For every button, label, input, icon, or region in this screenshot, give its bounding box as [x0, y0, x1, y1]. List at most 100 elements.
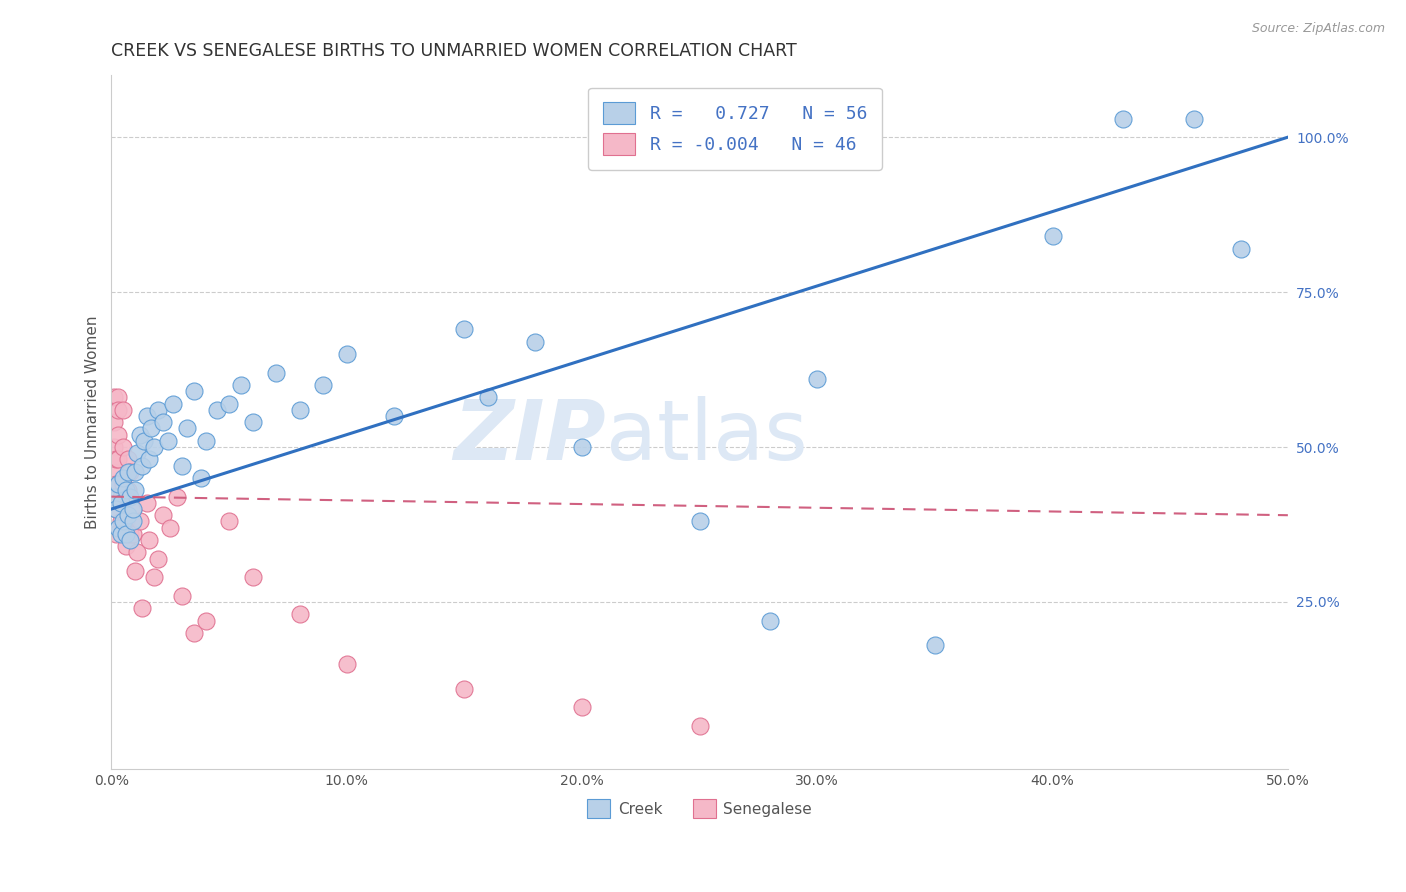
Point	[218, 397, 240, 411]
Point	[124, 483, 146, 498]
Point	[159, 520, 181, 534]
Point	[124, 564, 146, 578]
Legend: Creek, Senegalese: Creek, Senegalese	[581, 793, 818, 824]
Point	[138, 533, 160, 547]
Point	[107, 391, 129, 405]
Point	[759, 614, 782, 628]
Point	[120, 533, 142, 547]
Point	[924, 638, 946, 652]
Point	[229, 378, 252, 392]
Point	[141, 421, 163, 435]
Point	[288, 607, 311, 622]
Point	[194, 614, 217, 628]
Point	[117, 508, 139, 523]
Point	[103, 440, 125, 454]
Point	[103, 490, 125, 504]
Point	[135, 496, 157, 510]
Point	[453, 322, 475, 336]
Point	[152, 415, 174, 429]
Point	[138, 452, 160, 467]
Point	[162, 397, 184, 411]
Point	[523, 334, 546, 349]
Point	[336, 347, 359, 361]
Text: ZIP: ZIP	[453, 396, 606, 476]
Point	[121, 502, 143, 516]
Point	[571, 440, 593, 454]
Point	[183, 384, 205, 399]
Point	[114, 483, 136, 498]
Point	[117, 483, 139, 498]
Point	[128, 427, 150, 442]
Point	[114, 526, 136, 541]
Point	[242, 570, 264, 584]
Point	[176, 421, 198, 435]
Point	[142, 570, 165, 584]
Point	[288, 402, 311, 417]
Point	[112, 477, 135, 491]
Point	[117, 465, 139, 479]
Point	[242, 415, 264, 429]
Point	[103, 415, 125, 429]
Point	[382, 409, 405, 423]
Point	[148, 402, 170, 417]
Point	[135, 409, 157, 423]
Point	[105, 452, 128, 467]
Point	[142, 440, 165, 454]
Point	[218, 515, 240, 529]
Point	[105, 502, 128, 516]
Point	[117, 452, 139, 467]
Point	[107, 402, 129, 417]
Point	[336, 657, 359, 671]
Point	[124, 465, 146, 479]
Y-axis label: Births to Unmarried Women: Births to Unmarried Women	[86, 316, 100, 529]
Point	[131, 458, 153, 473]
Point	[1042, 229, 1064, 244]
Point	[112, 402, 135, 417]
Point	[103, 465, 125, 479]
Point	[190, 471, 212, 485]
Point	[112, 440, 135, 454]
Point	[571, 700, 593, 714]
Point	[114, 539, 136, 553]
Text: CREEK VS SENEGALESE BIRTHS TO UNMARRIED WOMEN CORRELATION CHART: CREEK VS SENEGALESE BIRTHS TO UNMARRIED …	[111, 42, 797, 60]
Point	[114, 515, 136, 529]
Point	[121, 515, 143, 529]
Point	[806, 372, 828, 386]
Point	[1182, 112, 1205, 126]
Point	[127, 446, 149, 460]
Point	[453, 681, 475, 696]
Point	[120, 490, 142, 504]
Point	[121, 502, 143, 516]
Point	[128, 515, 150, 529]
Point	[183, 626, 205, 640]
Point	[120, 465, 142, 479]
Point	[207, 402, 229, 417]
Point	[105, 477, 128, 491]
Point	[121, 526, 143, 541]
Point	[107, 520, 129, 534]
Point	[110, 515, 132, 529]
Point	[103, 391, 125, 405]
Point	[107, 427, 129, 442]
Point	[112, 515, 135, 529]
Point	[148, 551, 170, 566]
Point	[170, 589, 193, 603]
Point	[105, 526, 128, 541]
Text: atlas: atlas	[606, 396, 807, 476]
Point	[194, 434, 217, 448]
Point	[477, 391, 499, 405]
Point	[105, 502, 128, 516]
Text: Source: ZipAtlas.com: Source: ZipAtlas.com	[1251, 22, 1385, 36]
Point	[134, 434, 156, 448]
Point	[166, 490, 188, 504]
Point	[107, 477, 129, 491]
Point	[107, 452, 129, 467]
Point	[170, 458, 193, 473]
Point	[120, 526, 142, 541]
Point	[110, 496, 132, 510]
Point	[110, 490, 132, 504]
Point	[112, 471, 135, 485]
Point	[1112, 112, 1135, 126]
Point	[152, 508, 174, 523]
Point	[156, 434, 179, 448]
